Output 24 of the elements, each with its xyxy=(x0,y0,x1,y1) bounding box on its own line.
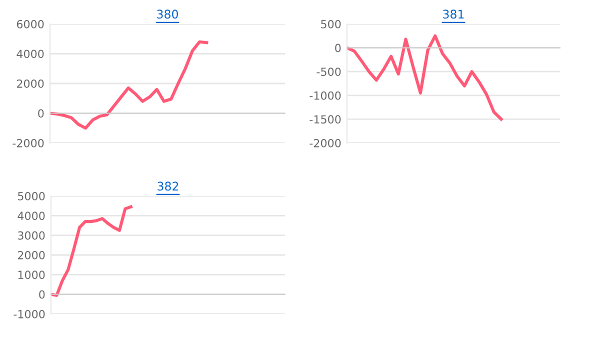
line-series xyxy=(50,40,208,130)
y-tick-label: 0 xyxy=(38,109,44,118)
line-series xyxy=(51,205,132,297)
chart-title: 380 xyxy=(157,10,178,19)
y-tick-label: -1000 xyxy=(310,91,341,100)
chart-title: 381 xyxy=(443,10,464,19)
y-tick-label: 3000 xyxy=(18,231,45,240)
y-tick-label: 4000 xyxy=(18,212,45,220)
y-tick-label: -1000 xyxy=(14,310,45,318)
chart-title: 382 xyxy=(158,182,178,191)
y-tick-label: 2000 xyxy=(18,250,45,260)
y-tick-label: -2000 xyxy=(12,138,44,148)
y-tick-label: 6000 xyxy=(16,20,44,28)
y-tick-label: 1000 xyxy=(18,270,45,280)
y-tick-label: 4000 xyxy=(16,50,44,58)
y-tick-label: -1500 xyxy=(310,115,341,124)
y-tick-label: 0 xyxy=(39,290,45,299)
y-tick-label: -2000 xyxy=(310,138,341,148)
y-tick-label: 0 xyxy=(335,44,341,52)
y-tick-label: 5000 xyxy=(18,192,45,200)
y-tick-label: -500 xyxy=(316,68,341,76)
y-tick-label: 500 xyxy=(321,20,341,28)
line-series xyxy=(347,34,503,121)
y-tick-label: 2000 xyxy=(16,79,44,88)
